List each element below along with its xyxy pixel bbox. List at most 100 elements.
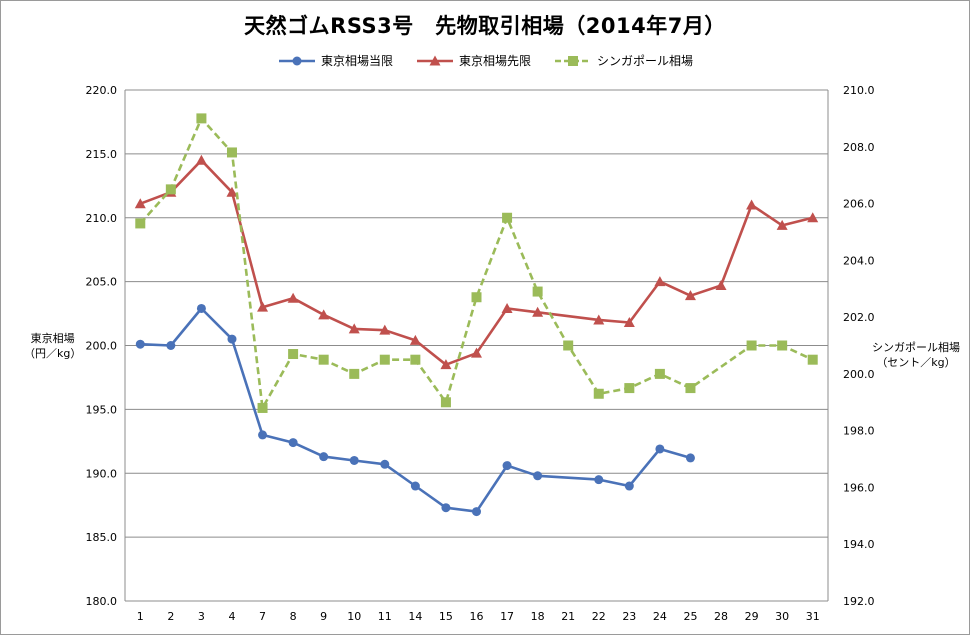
data-point-series-3	[379, 354, 390, 365]
data-point-series-1	[533, 471, 543, 481]
data-point-series-2	[623, 317, 635, 328]
x-tick-label: 17	[500, 610, 514, 623]
data-point-series-3	[349, 368, 360, 379]
data-point-series-1	[594, 475, 604, 485]
legend-item: 東京相場先限	[415, 52, 531, 69]
x-tick-label: 25	[683, 610, 697, 623]
data-point-series-3	[685, 383, 696, 394]
data-point-series-1	[624, 481, 634, 491]
x-tick-label: 22	[592, 610, 606, 623]
data-point-series-2	[593, 314, 605, 325]
x-tick-label: 18	[531, 610, 545, 623]
y-right-tick-label: 192.0	[843, 595, 875, 608]
x-tick-label: 30	[775, 610, 789, 623]
data-point-series-1	[349, 455, 359, 465]
data-point-series-3	[807, 354, 818, 365]
y-left-tick-label: 185.0	[86, 531, 118, 544]
data-point-series-1	[196, 303, 206, 313]
data-point-series-1	[685, 453, 695, 463]
data-point-series-2	[318, 309, 330, 320]
data-point-series-3	[746, 340, 757, 351]
x-tick-label: 14	[408, 610, 422, 623]
data-point-series-2	[409, 334, 421, 345]
x-tick-label: 3	[198, 610, 205, 623]
y-right-tick-label: 200.0	[843, 368, 875, 381]
data-point-series-3	[624, 383, 635, 394]
x-tick-label: 21	[561, 610, 575, 623]
data-point-series-2	[195, 154, 207, 165]
data-point-series-2	[746, 199, 758, 210]
data-point-series-3	[196, 113, 207, 124]
y-axis-right-label: シンガポール相場 （セント／kg）	[872, 341, 960, 369]
x-tick-label: 9	[320, 610, 327, 623]
x-tick-label: 11	[378, 610, 392, 623]
data-point-series-2	[654, 276, 666, 287]
y-right-tick-label: 196.0	[843, 481, 875, 494]
x-tick-label: 29	[745, 610, 759, 623]
data-point-series-2	[776, 219, 788, 230]
y-left-tick-label: 210.0	[86, 212, 118, 225]
x-tick-label: 2	[167, 610, 174, 623]
data-point-series-1	[135, 339, 145, 349]
data-point-series-2	[807, 212, 819, 223]
legend-label: シンガポール相場	[597, 54, 694, 68]
y-left-tick-label: 215.0	[86, 148, 118, 161]
y-left-tick-label: 190.0	[86, 467, 118, 480]
y-right-tick-label: 194.0	[843, 538, 875, 551]
data-point-series-2	[471, 347, 482, 358]
legend-label: 東京相場先限	[458, 54, 531, 68]
legend-label: 東京相場当限	[320, 54, 393, 68]
x-tick-label: 16	[470, 610, 484, 623]
data-point-series-1	[166, 341, 176, 350]
data-point-series-1	[380, 459, 390, 469]
data-point-series-2	[715, 279, 727, 290]
data-point-series-3	[165, 184, 176, 195]
data-point-series-2	[257, 301, 269, 312]
data-point-series-3	[410, 354, 421, 365]
legend-item: シンガポール相場	[553, 52, 693, 69]
data-point-series-1	[227, 334, 237, 344]
series-line-2	[139, 159, 814, 366]
data-point-series-2	[134, 198, 146, 209]
data-point-series-1	[502, 461, 512, 471]
series-line-1	[140, 307, 691, 513]
x-tick-label: 24	[653, 610, 667, 623]
y-right-tick-label: 202.0	[843, 311, 875, 324]
y-right-tick-label: 206.0	[843, 198, 875, 211]
y-right-tick-label: 204.0	[843, 254, 875, 267]
data-point-series-3	[318, 354, 329, 365]
x-tick-label: 31	[806, 610, 820, 623]
x-tick-label: 23	[622, 610, 636, 623]
y-right-tick-label: 210.0	[843, 84, 875, 97]
legend-swatch	[278, 56, 315, 65]
data-point-series-3	[226, 147, 237, 158]
data-point-series-1	[410, 481, 420, 491]
data-point-series-3	[532, 286, 543, 297]
data-point-series-2	[684, 290, 696, 301]
data-point-series-3	[502, 212, 513, 223]
legend: 東京相場当限 東京相場先限 シンガポール相場	[0, 52, 970, 69]
data-point-series-1	[288, 438, 298, 448]
data-point-series-1	[441, 503, 451, 513]
y-left-tick-label: 200.0	[86, 340, 118, 353]
x-tick-label: 4	[228, 610, 235, 623]
data-point-series-3	[288, 349, 299, 360]
data-point-series-3	[135, 218, 146, 229]
legend-swatch	[555, 55, 591, 66]
data-point-series-2	[379, 324, 391, 335]
data-point-series-2	[501, 302, 513, 313]
y-left-tick-label: 180.0	[86, 595, 118, 608]
legend-swatch	[416, 55, 453, 65]
data-point-series-2	[440, 359, 452, 370]
data-point-series-2	[226, 186, 238, 197]
data-point-series-3	[654, 368, 665, 379]
data-point-series-3	[593, 388, 604, 399]
y-axis-left-label: 東京相場 （円／kg）	[24, 332, 82, 360]
data-point-series-3	[777, 340, 788, 351]
x-tick-label: 15	[439, 610, 453, 623]
data-point-series-3	[471, 292, 482, 303]
x-tick-label: 10	[347, 610, 361, 623]
data-point-series-1	[258, 430, 268, 440]
y-left-tick-label: 220.0	[86, 84, 118, 97]
